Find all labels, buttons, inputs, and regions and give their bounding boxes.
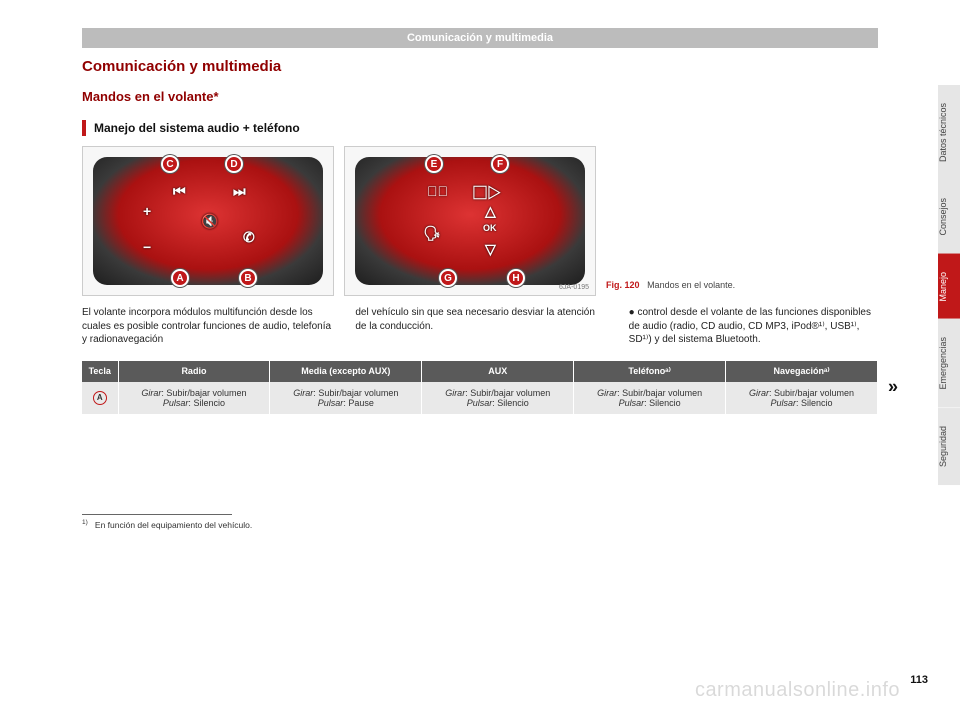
figure-row: C D A B ⏮ ⏭ 🔇 ✆ + − E F G H ◁⃞ ⃞▷ 🗣 xyxy=(82,146,878,296)
key-ring-a-icon: A xyxy=(93,391,107,405)
controls-table: Tecla Radio Media (excepto AUX) AUX Telé… xyxy=(82,361,878,414)
page: Datos técnicos Consejos Manejo Emergenci… xyxy=(0,0,960,708)
volume-up-icon: + xyxy=(143,203,151,219)
topic-heading: Manejo del sistema audio + teléfono xyxy=(82,120,878,136)
body-col-3: ● control desde el volante de las funcio… xyxy=(629,306,878,347)
pulsar-label: Pulsar xyxy=(318,398,344,408)
pulsar-label: Pulsar xyxy=(163,398,189,408)
nav-up-icon: △ xyxy=(485,203,496,220)
body-columns: El volante incorpora módulos multifunció… xyxy=(82,306,878,347)
callout-h: H xyxy=(507,269,525,287)
figure-right: E F G H ◁⃞ ⃞▷ 🗣 △ OK ▽ 6JA-0195 xyxy=(344,146,596,296)
callout-c: C xyxy=(161,155,179,173)
th-tecla: Tecla xyxy=(82,361,118,382)
pulsar-value: Silencio xyxy=(649,398,681,408)
cell-navegacion: Girar: Subir/bajar volumen Pulsar: Silen… xyxy=(726,382,878,414)
pulsar-label: Pulsar xyxy=(771,398,797,408)
page-title: Comunicación y multimedia xyxy=(82,58,878,75)
pulsar-label: Pulsar xyxy=(619,398,645,408)
tab-datos-tecnicos[interactable]: Datos técnicos xyxy=(938,85,960,180)
th-aux: AUX xyxy=(422,361,574,382)
girar-value: Subir/bajar volumen xyxy=(166,388,246,398)
steering-module-right-icon xyxy=(355,157,585,285)
pulsar-label: Pulsar xyxy=(467,398,493,408)
girar-value: Subir/bajar volumen xyxy=(318,388,398,398)
subsection-title: Mandos en el volante* xyxy=(82,89,878,104)
callout-e: E xyxy=(425,155,443,173)
body-col-2: del vehículo sin que sea necesario desvi… xyxy=(355,306,604,347)
tab-consejos[interactable]: Consejos xyxy=(938,180,960,254)
girar-value: Subir/bajar volumen xyxy=(774,388,854,398)
girar-label: Girar xyxy=(293,388,313,398)
nav-down-icon: ▽ xyxy=(485,241,496,258)
girar-label: Girar xyxy=(597,388,617,398)
callout-g: G xyxy=(439,269,457,287)
section-header-bar: Comunicación y multimedia xyxy=(82,28,878,48)
pulsar-value: Silencio xyxy=(193,398,225,408)
pulsar-value: Silencio xyxy=(497,398,529,408)
girar-label: Girar xyxy=(749,388,769,398)
figure-left: C D A B ⏮ ⏭ 🔇 ✆ + − xyxy=(82,146,334,296)
voice-icon: 🗣 xyxy=(423,225,441,242)
table-row: A Girar: Subir/bajar volumen Pulsar: Sil… xyxy=(82,382,878,414)
table-header-row: Tecla Radio Media (excepto AUX) AUX Telé… xyxy=(82,361,878,382)
side-tabs: Datos técnicos Consejos Manejo Emergenci… xyxy=(938,85,960,485)
th-navegacion: Navegaciónᵃ⁾ xyxy=(726,361,878,382)
next-track-icon: ⏭ xyxy=(233,183,246,200)
volume-down-icon: − xyxy=(143,239,151,255)
topic-heading-text: Manejo del sistema audio + teléfono xyxy=(94,121,300,135)
footnote: 1) En función del equipamiento del vehíc… xyxy=(82,519,878,530)
watermark: carmanualsonline.info xyxy=(695,679,900,702)
prev-track-icon: ⏮ xyxy=(173,183,186,200)
section-header-title: Comunicación y multimedia xyxy=(407,32,553,44)
callout-a: A xyxy=(171,269,189,287)
callout-d: D xyxy=(225,155,243,173)
figure-number: Fig. 120 xyxy=(606,280,640,290)
cell-radio: Girar: Subir/bajar volumen Pulsar: Silen… xyxy=(118,382,270,414)
screen-left-icon: ◁⃞ xyxy=(427,183,448,199)
footnote-text: En función del equipamiento del vehículo… xyxy=(95,519,252,529)
cell-media: Girar: Subir/bajar volumen Pulsar: Pause xyxy=(270,382,422,414)
body-col-1: El volante incorpora módulos multifunció… xyxy=(82,306,331,347)
cell-key: A xyxy=(82,382,118,414)
content: Comunicación y multimedia Mandos en el v… xyxy=(82,58,878,529)
body-col-3-text: control desde el volante de las funcione… xyxy=(629,307,871,345)
pulsar-value: Pause xyxy=(348,398,374,408)
callout-b: B xyxy=(239,269,257,287)
phone-icon: ✆ xyxy=(243,229,255,246)
footnote-rule xyxy=(82,514,232,515)
th-radio: Radio xyxy=(118,361,270,382)
mute-icon: 🔇 xyxy=(201,213,218,230)
th-media: Media (excepto AUX) xyxy=(270,361,422,382)
cell-telefono: Girar: Subir/bajar volumen Pulsar: Silen… xyxy=(574,382,726,414)
girar-value: Subir/bajar volumen xyxy=(622,388,702,398)
girar-label: Girar xyxy=(141,388,161,398)
ok-icon: OK xyxy=(483,223,497,233)
tab-manejo[interactable]: Manejo xyxy=(938,254,960,320)
cell-aux: Girar: Subir/bajar volumen Pulsar: Silen… xyxy=(422,382,574,414)
figure-caption-box: Fig. 120 Mandos en el volante. xyxy=(606,146,868,296)
heading-tick-icon xyxy=(82,120,86,136)
callout-f: F xyxy=(491,155,509,173)
th-telefono: Teléfonoᵃ⁾ xyxy=(574,361,726,382)
image-tag: 6JA-0195 xyxy=(559,284,589,291)
screen-right-icon: ⃞▷ xyxy=(487,183,501,203)
controls-table-wrap: Tecla Radio Media (excepto AUX) AUX Telé… xyxy=(82,361,878,414)
continuation-mark-icon: » xyxy=(888,377,898,398)
footnote-marker: 1) xyxy=(82,519,88,526)
figure-caption-text: Mandos en el volante. xyxy=(647,280,735,290)
tab-seguridad[interactable]: Seguridad xyxy=(938,408,960,485)
page-number: 113 xyxy=(910,674,928,686)
girar-label: Girar xyxy=(445,388,465,398)
girar-value: Subir/bajar volumen xyxy=(470,388,550,398)
figure-caption: Fig. 120 Mandos en el volante. xyxy=(606,280,735,296)
pulsar-value: Silencio xyxy=(801,398,833,408)
tab-emergencias[interactable]: Emergencias xyxy=(938,319,960,408)
